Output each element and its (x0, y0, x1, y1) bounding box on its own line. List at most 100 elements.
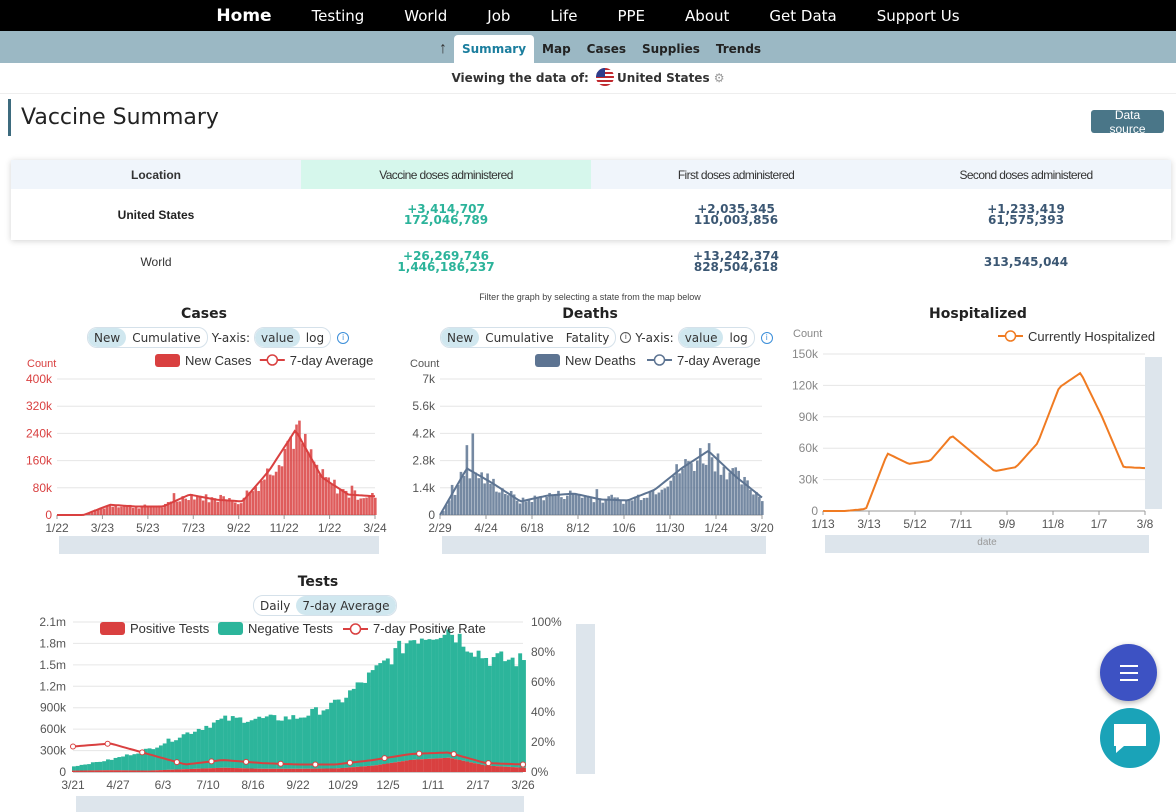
data-bar (263, 479, 266, 515)
deaths-cumulative-toggle[interactable]: Cumulative (485, 330, 554, 345)
zoom-slider (825, 535, 1149, 553)
hosp-chart-title: Hospitalized (929, 306, 1027, 322)
tests-daily-toggle[interactable]: Daily (260, 598, 291, 613)
data-bar (595, 489, 599, 515)
cases-log-toggle[interactable]: log (305, 330, 325, 345)
y-tick-label: 900k (40, 701, 67, 715)
viewing-location-name[interactable]: United States (617, 71, 710, 85)
data-bar (604, 500, 608, 515)
data-source-button[interactable]: Data source (1091, 108, 1164, 136)
data-bar (495, 491, 498, 515)
menu-button[interactable] (1100, 644, 1157, 701)
positive-bar (102, 770, 107, 772)
positive-bar (264, 768, 269, 772)
data-bar (187, 500, 190, 515)
data-bar (102, 508, 106, 515)
tab-supplies[interactable]: Supplies (642, 42, 700, 56)
doses-cell: +3,414,707 172,046,789 (301, 189, 591, 240)
data-bar (678, 473, 681, 515)
positive-rate-line (72, 742, 524, 766)
nav-testing[interactable]: Testing (311, 6, 365, 25)
data-bar (645, 497, 649, 515)
data-bar (477, 478, 481, 515)
positive-bar (136, 770, 141, 772)
data-bar (447, 500, 451, 515)
positive-bar (476, 763, 481, 772)
negative-bar (200, 729, 205, 769)
cases-cumulative-toggle[interactable]: Cumulative (132, 330, 201, 345)
tests-chart[interactable]: 2.1m 1.8m 1.5m 1.2m 900k 600k 300k 0 100% 80% 60% 4… (0, 612, 610, 812)
negative-bar (506, 659, 511, 767)
data-bar (178, 501, 182, 515)
negative-bar (162, 743, 167, 770)
gear-icon[interactable]: ⚙ (713, 71, 725, 85)
cases-new-toggle[interactable]: New (88, 328, 127, 347)
data-bar (636, 494, 640, 515)
data-bar (96, 509, 100, 515)
negative-bar (442, 634, 447, 758)
data-bar (758, 496, 761, 515)
info-icon[interactable]: i (760, 331, 773, 344)
data-bar (242, 497, 246, 515)
nav-ppe[interactable]: PPE (617, 6, 646, 25)
data-bar (289, 436, 292, 515)
negative-bar (113, 757, 118, 771)
data-bar (303, 433, 307, 515)
positive-bar (336, 768, 341, 772)
positive-rate-point (312, 761, 319, 768)
nav-get-data[interactable]: Get Data (769, 6, 837, 25)
data-bar (344, 490, 348, 515)
info-icon[interactable]: i (337, 331, 350, 344)
data-bar (648, 491, 652, 515)
positive-bar (495, 766, 500, 772)
data-bar (321, 469, 325, 515)
deaths-mode-toggle: New Cumulative Fatality (440, 327, 617, 348)
tab-trends[interactable]: Trends (715, 42, 762, 56)
data-bar (586, 495, 590, 515)
average-line (57, 429, 376, 516)
data-bar (123, 505, 126, 515)
x-tick-label: 3/13 (857, 517, 881, 531)
hosp-chart[interactable]: 150k 120k 90k 60k 30k 01/13 3/13 5/12 7/11 9/9 11/… (780, 325, 1176, 560)
data-bar (524, 501, 528, 515)
y-tick-label: 240k (26, 426, 53, 440)
positive-bar (87, 770, 92, 772)
positive-rate-point (346, 759, 353, 766)
cases-value-toggle[interactable]: value (255, 328, 300, 347)
tab-cases[interactable]: Cases (586, 42, 626, 56)
deaths-log-toggle[interactable]: log (729, 330, 748, 345)
positive-bar (208, 768, 213, 772)
deaths-new-toggle[interactable]: New (441, 328, 480, 347)
nav-life[interactable]: Life (550, 6, 578, 25)
negative-bar (249, 720, 254, 769)
data-bar (330, 483, 333, 515)
chat-button[interactable] (1100, 708, 1160, 768)
table-row[interactable]: World +26,269,746 1,446,186,237 +13,242,… (11, 245, 1171, 279)
data-bar (286, 440, 290, 515)
tab-map[interactable]: Map (542, 42, 571, 56)
deaths-value-toggle[interactable]: value (678, 328, 724, 347)
nav-about[interactable]: About (685, 6, 730, 25)
deaths-chart[interactable]: 7k 5.6k 4.2k 2.8k 1.4k 02/29 4/24 6/18 8/12 10/6 1… (395, 350, 780, 560)
table-row[interactable]: United States +3,414,707 172,046,789 +2,… (11, 189, 1171, 240)
tests-avg-toggle[interactable]: 7-day Average (296, 596, 396, 615)
arrow-up-icon[interactable]: ↑ (439, 40, 447, 57)
info-icon[interactable]: i (620, 332, 632, 343)
negative-bar (378, 663, 383, 765)
nav-job[interactable]: Job (487, 6, 511, 25)
negative-bar (476, 650, 481, 764)
negative-bar (72, 766, 76, 771)
nav-world[interactable]: World (404, 6, 448, 25)
negative-bar (295, 718, 300, 769)
nav-support-us[interactable]: Support Us (876, 6, 960, 25)
data-bar (642, 498, 646, 515)
tab-summary[interactable]: Summary (454, 35, 535, 63)
nav-home[interactable]: Home (216, 5, 272, 26)
deaths-fatality-toggle[interactable]: Fatality (565, 330, 610, 345)
data-bar (631, 500, 634, 515)
divider (0, 93, 1176, 94)
data-bar (737, 470, 740, 515)
data-bar (271, 475, 275, 515)
data-bar (698, 448, 702, 515)
